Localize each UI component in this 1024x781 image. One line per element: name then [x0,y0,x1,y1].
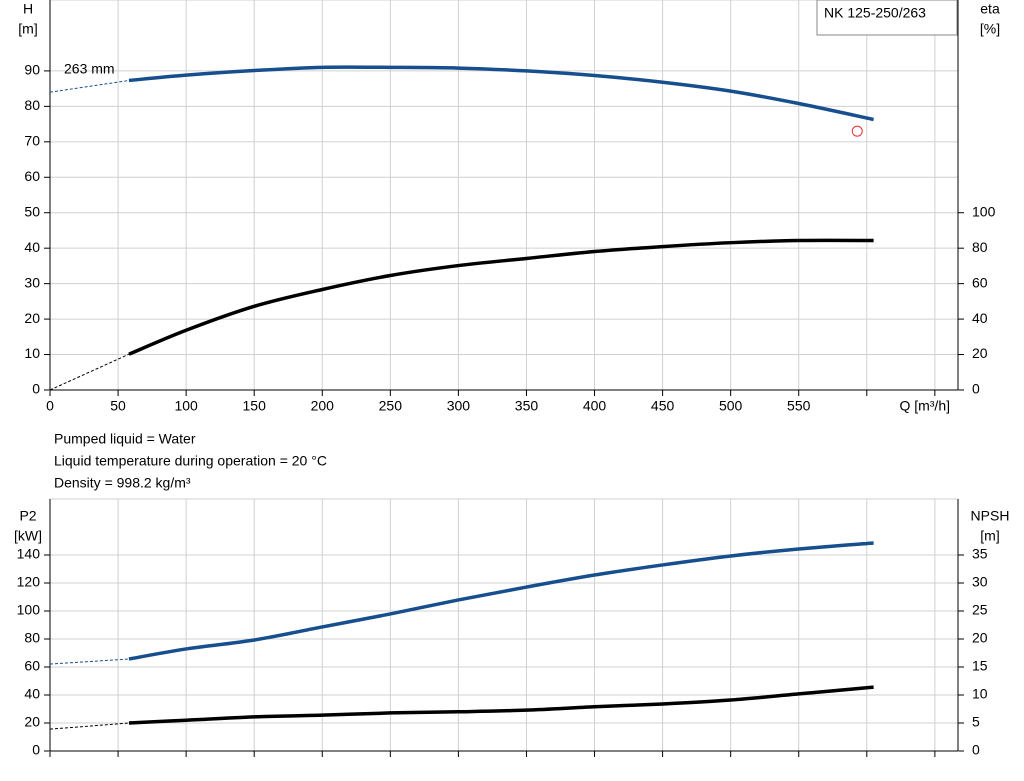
y-tick-label: 100 [17,602,41,618]
legend-text: NK 125-250/263 [824,5,926,21]
y-axis-label: [kW] [14,528,42,544]
y2-tick-label: 0 [972,381,980,397]
x-tick-label: 500 [719,398,743,414]
x-tick-label: 350 [515,398,539,414]
curve [128,65,874,122]
curve-extension [49,722,129,730]
y2-axis-label: NPSH [971,508,1010,524]
y-axis-label: [m] [18,21,37,37]
y-tick-label: 10 [24,345,40,361]
operating-point [851,125,863,137]
y2-tick-label: 60 [972,274,988,290]
y-tick-label: 140 [17,546,41,562]
y-tick-label: 40 [24,686,40,702]
note: Liquid temperature during operation = 20… [54,453,327,469]
y2-tick-label: 5 [972,714,980,730]
note: Density = 998.2 kg/m³ [54,475,191,491]
y2-axis-label: eta [980,1,1000,17]
y2-axis-label: [%] [980,21,1000,37]
curve-extension [49,79,130,93]
y2-tick-label: 20 [972,630,988,646]
y-tick-label: 120 [17,574,41,590]
y2-tick-label: 30 [972,574,988,590]
x-tick-label: 0 [46,398,54,414]
x-tick-label: 400 [583,398,607,414]
y-tick-label: 80 [24,630,40,646]
x-tick-label: 100 [174,398,198,414]
note: Pumped liquid = Water [54,431,196,447]
y2-tick-label: 0 [972,742,980,758]
x-tick-label: 550 [787,398,811,414]
y2-tick-label: 80 [972,239,988,255]
x-tick-label: 300 [447,398,471,414]
curve [128,541,874,661]
y-tick-label: 0 [32,742,40,758]
y2-tick-label: 100 [972,203,996,219]
x-tick-label: 250 [379,398,403,414]
y2-axis-label: [m] [980,528,999,544]
y-tick-label: 20 [24,714,40,730]
y-axis-label: H [23,1,33,17]
y2-tick-label: 15 [972,658,988,674]
y2-tick-label: 25 [972,602,988,618]
y-tick-label: 20 [24,310,40,326]
y-tick-label: 60 [24,658,40,674]
y-tick-label: 90 [24,62,40,78]
y-tick-label: 70 [24,133,40,149]
y2-tick-label: 35 [972,546,988,562]
x-axis-label: Q [m³/h] [899,398,950,414]
y-axis-label: P2 [19,508,36,524]
y-tick-label: 50 [24,203,40,219]
x-tick-label: 450 [651,398,675,414]
y-tick-label: 60 [24,168,40,184]
y-tick-label: 80 [24,97,40,113]
legend-box [816,0,958,36]
y2-tick-label: 20 [972,345,988,361]
y-tick-label: 0 [32,381,40,397]
curve [128,238,874,356]
x-tick-label: 200 [311,398,335,414]
y2-tick-label: 40 [972,310,988,326]
curve-extension [49,658,129,665]
y-tick-label: 30 [24,274,40,290]
y2-tick-label: 10 [972,686,988,702]
x-tick-label: 50 [110,398,126,414]
x-tick-label: 150 [243,398,267,414]
y-tick-label: 40 [24,239,40,255]
curve [128,685,874,725]
curve-extension [49,353,130,391]
curve-annotation: 263 mm [64,61,115,77]
